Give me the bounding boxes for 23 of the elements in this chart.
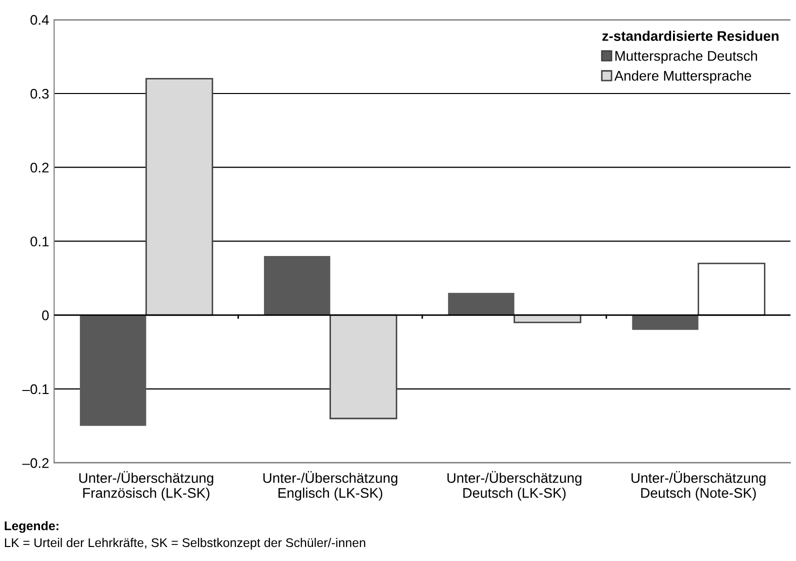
y-tick-label: 0.2 <box>30 162 49 173</box>
bar <box>330 314 398 420</box>
x-tick-label: Unter-/Überschätzung Englisch (LK-SK) <box>263 471 398 501</box>
bar <box>80 315 146 426</box>
y-tick-label: 0.4 <box>30 14 49 25</box>
bar <box>264 256 330 316</box>
legend-title: z-standardisierte Residuen <box>602 30 778 41</box>
bar <box>448 292 514 316</box>
y-tick-label: 0.1 <box>30 236 49 246</box>
y-tick-label: 0.3 <box>30 88 49 99</box>
text: Legende: <box>4 521 58 533</box>
bar <box>145 78 214 316</box>
x-tick-label: Unter-/Überschätzung Deutsch (Note-SK) <box>632 471 766 501</box>
y-tick-label: –0.2 <box>22 458 49 468</box>
y-tick-label: –0.1 <box>22 384 49 394</box>
x-tick-label: Unter-/Überschätzung Französisch (LK-SK) <box>79 471 214 501</box>
legend-label: Andere Muttersprache <box>614 70 752 84</box>
text: LK = Urteil der Lehrkräfte, SK = Selbstkonzept der Schüler/-innen <box>5 538 366 550</box>
legend-label: Muttersprache Deutsch <box>615 50 757 64</box>
bar <box>632 315 698 330</box>
x-tick-label: Unter-/Überschätzung Deutsch (LK-SK) <box>447 471 582 501</box>
bar <box>698 262 766 316</box>
y-tick-label: 0 <box>42 310 49 320</box>
